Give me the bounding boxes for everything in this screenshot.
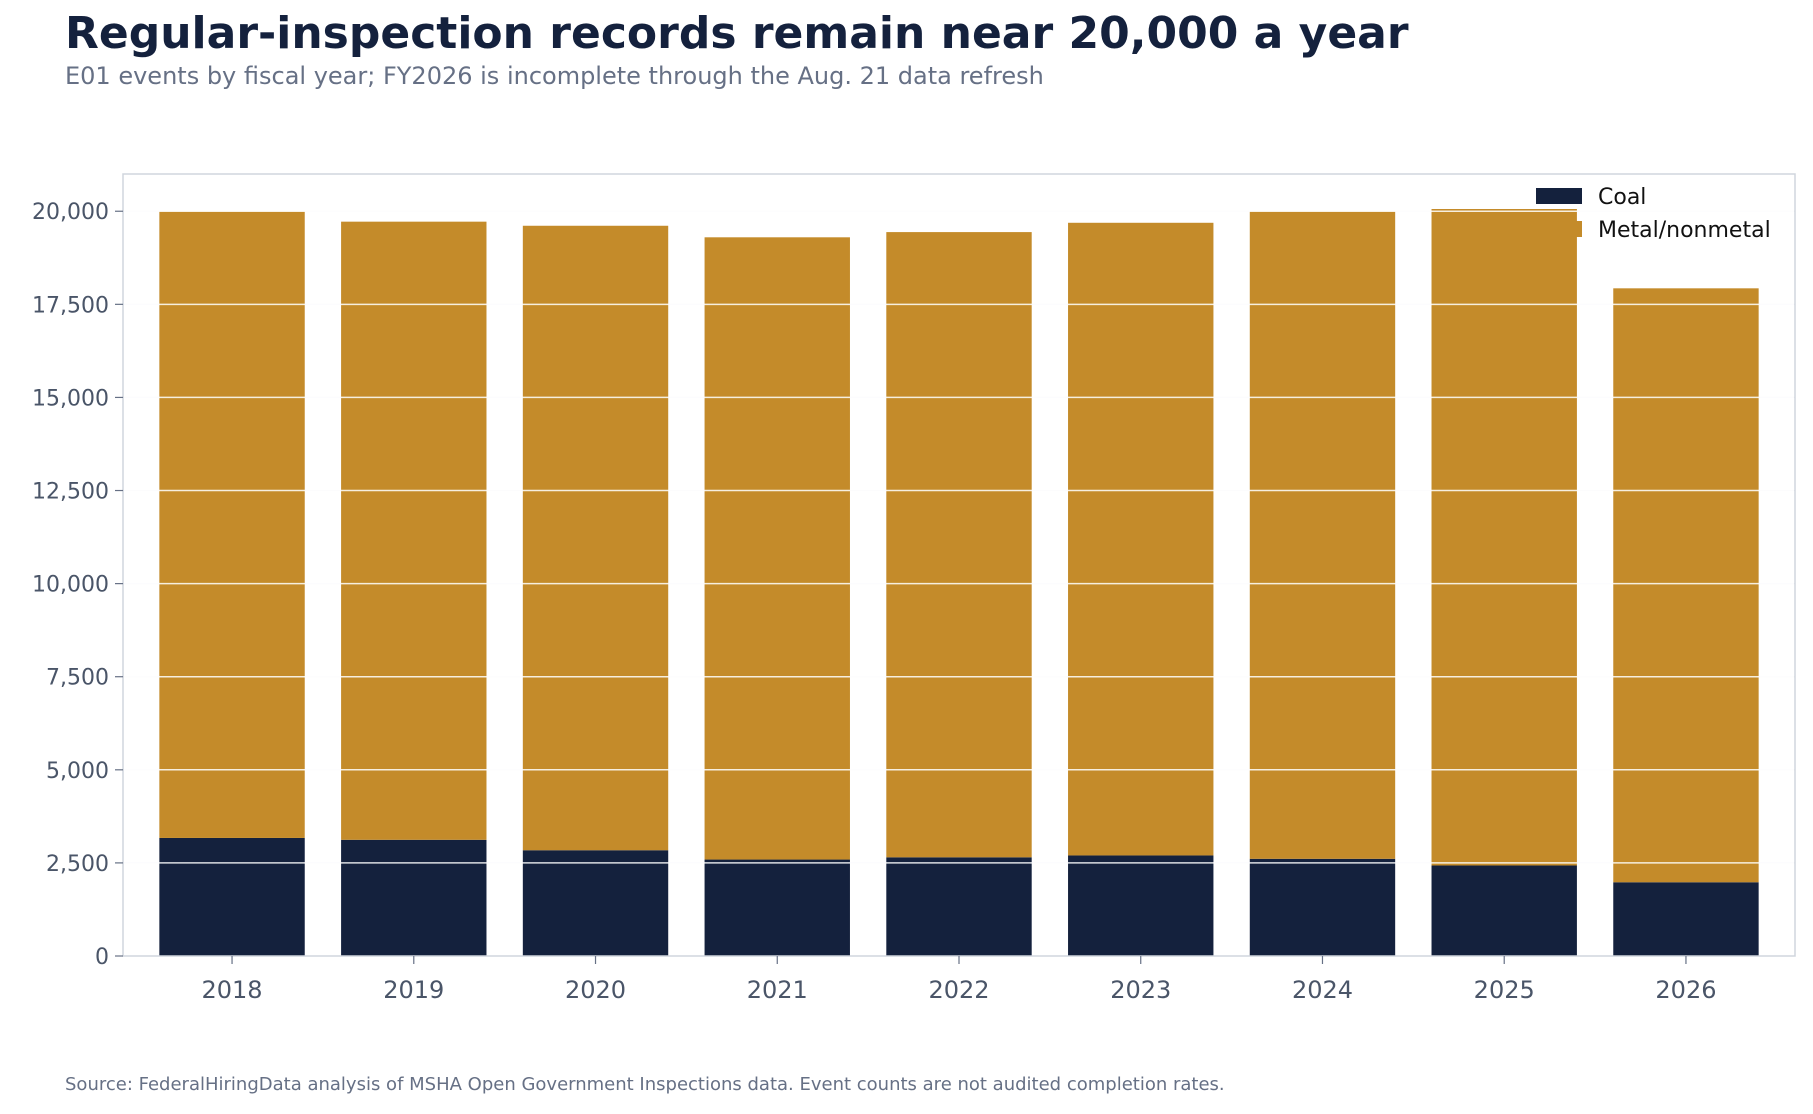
bar-coal-2019 (341, 839, 487, 956)
x-tick-label: 2026 (1655, 976, 1716, 1004)
legend-label: Coal (1598, 185, 1646, 210)
y-tick-label: 0 (95, 945, 109, 970)
bar-coal-2018 (159, 837, 305, 956)
legend-swatch (1536, 221, 1582, 237)
y-tick-label: 20,000 (32, 200, 109, 225)
x-tick-label: 2024 (1292, 976, 1353, 1004)
bar-metal-nonmetal-2019 (341, 221, 487, 840)
chart-title: Regular-inspection records remain near 2… (65, 8, 1409, 59)
y-tick-label: 5,000 (46, 759, 109, 784)
x-tick-label: 2020 (565, 976, 626, 1004)
bar-coal-2024 (1249, 858, 1396, 956)
bar-metal-nonmetal-2018 (159, 211, 305, 838)
x-axis: 2018 2019 2020 2021 2022 2023 2024 2025 2026 (202, 956, 1716, 1004)
x-tick-label: 2022 (928, 976, 989, 1004)
bar-coal-2020 (522, 850, 669, 956)
chart-subtitle: E01 events by fiscal year; FY2026 is inc… (65, 62, 1044, 90)
bar-gridlines (124, 210, 1794, 864)
x-tick-label: 2021 (747, 976, 808, 1004)
y-tick-label: 12,500 (32, 480, 109, 505)
y-tick-label: 15,000 (32, 386, 109, 411)
bar-metal-nonmetal-2025 (1431, 209, 1577, 866)
bar-metal-nonmetal-2021 (704, 237, 850, 860)
bar-metal-nonmetal-2023 (1068, 222, 1214, 856)
bar-metal-nonmetal-2020 (522, 225, 669, 851)
bar-coal-2025 (1431, 865, 1577, 956)
x-tick-label: 2025 (1474, 976, 1535, 1004)
bar-coal-2022 (886, 857, 1032, 956)
bar-metal-nonmetal-2024 (1249, 211, 1396, 859)
legend-label: Metal/nonmetal (1598, 218, 1771, 243)
x-tick-label: 2019 (383, 976, 444, 1004)
x-tick-label: 2018 (202, 976, 263, 1004)
legend-swatch (1536, 188, 1582, 204)
bar-metal-nonmetal-2022 (886, 232, 1032, 858)
bar-coal-2023 (1068, 855, 1214, 956)
y-tick-label: 7,500 (46, 666, 109, 691)
source-note: Source: FederalHiringData analysis of MS… (65, 1074, 1225, 1095)
bar-coal-2026 (1613, 882, 1759, 956)
bar-coal-2021 (704, 859, 850, 956)
bars (159, 209, 1759, 956)
y-tick-label: 10,000 (32, 573, 109, 598)
x-tick-label: 2023 (1110, 976, 1171, 1004)
y-tick-label: 17,500 (32, 293, 109, 318)
y-axis: 0 2,500 5,000 7,500 10,000 12,500 15,000 17,500… (32, 200, 123, 970)
y-tick-label: 2,500 (46, 852, 109, 877)
legend: Coal Metal/nonmetal (1536, 185, 1771, 243)
bar-metal-nonmetal-2026 (1613, 288, 1759, 883)
